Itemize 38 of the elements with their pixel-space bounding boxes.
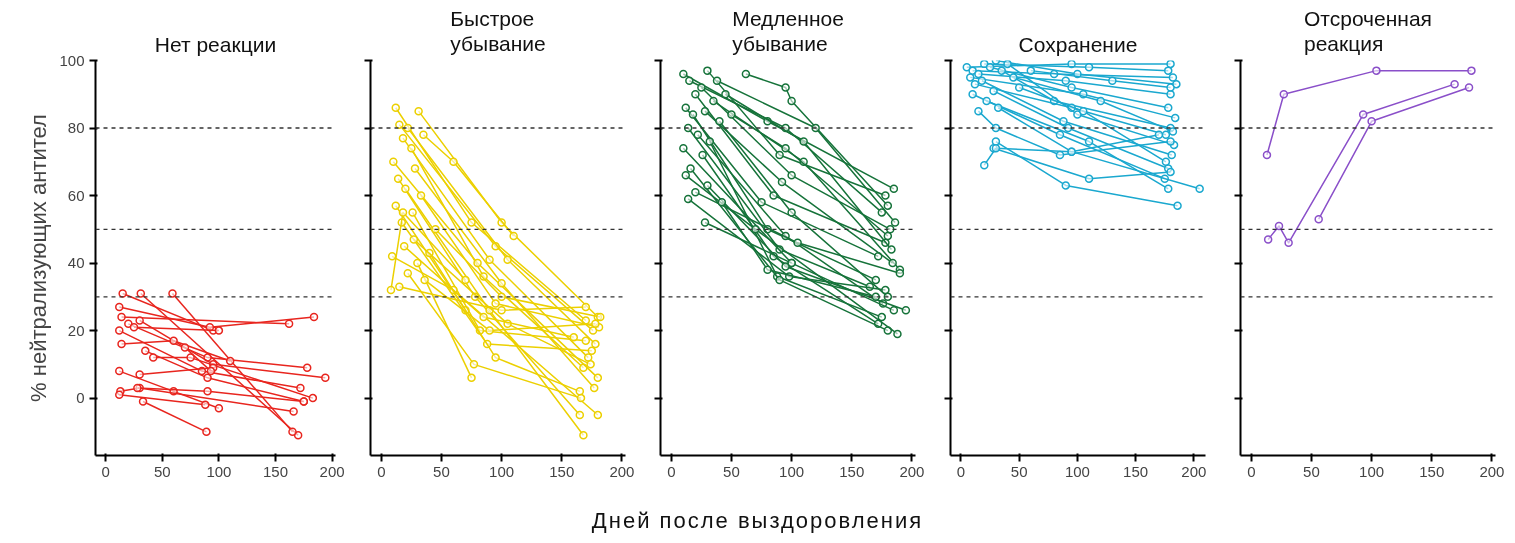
x-tick-label: 0 — [1247, 462, 1256, 480]
x-tick-label: 200 — [1479, 462, 1505, 480]
y-tick-label: 60 — [67, 186, 85, 204]
y-tick-label: 80 — [67, 119, 85, 137]
x-tick-label: 150 — [1123, 462, 1149, 480]
x-tick-label: 100 — [1064, 462, 1090, 480]
x-tick-label: 200 — [319, 462, 345, 480]
x-axis-title: Дней после выздоровления — [591, 507, 924, 535]
chart-title: Отсроченная реакция — [1304, 7, 1432, 56]
x-tick-label: 50 — [1303, 462, 1320, 480]
y-axis-title: % нейтрализующих антител — [26, 114, 52, 402]
x-tick-label: 100 — [489, 462, 515, 480]
x-tick-label: 0 — [101, 462, 110, 480]
x-tick-label: 150 — [839, 462, 865, 480]
x-tick-label: 0 — [667, 462, 676, 480]
x-tick-label: 50 — [433, 462, 450, 480]
x-tick-label: 100 — [206, 462, 232, 480]
chart-title: Нет реакции — [154, 32, 277, 56]
y-tick-label: 0 — [76, 389, 85, 407]
x-tick-label: 150 — [1419, 462, 1445, 480]
x-tick-label: 50 — [1010, 462, 1028, 480]
y-tick-label: 100 — [59, 51, 85, 69]
x-tick-label: 200 — [609, 462, 635, 480]
x-tick-label: 150 — [262, 462, 289, 480]
y-tick-label: 20 — [67, 321, 85, 339]
x-tick-label: 100 — [1359, 462, 1385, 480]
x-tick-label: 0 — [956, 462, 966, 480]
x-tick-label: 100 — [779, 462, 805, 480]
x-tick-label: 50 — [153, 462, 171, 480]
chart-title: Быстрое убывание — [450, 7, 546, 56]
x-tick-label: 0 — [377, 462, 386, 480]
x-tick-label: 150 — [549, 462, 575, 480]
x-tick-label: 200 — [899, 462, 925, 480]
x-tick-label: 200 — [1181, 462, 1207, 480]
chart-title: Медленное убывание — [732, 7, 844, 56]
x-tick-label: 50 — [723, 462, 740, 480]
y-tick-label: 40 — [67, 254, 85, 272]
chart-title: Сохранение — [1018, 32, 1138, 56]
